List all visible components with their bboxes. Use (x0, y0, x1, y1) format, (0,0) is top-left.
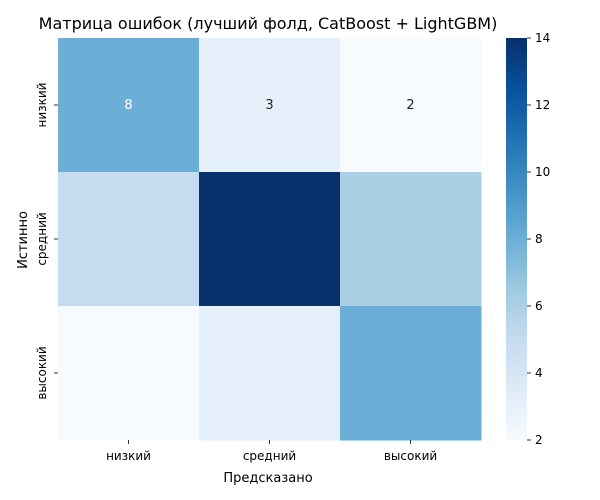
y-axis-ticks: низкий средний высокий (35, 83, 58, 400)
cell-labels: 8 3 2 (124, 98, 414, 113)
heatmap-cell-r2-c2 (340, 306, 482, 441)
heatmap-cell-r2-c1 (199, 306, 341, 441)
heatmap-cell-r1-c1 (199, 172, 341, 307)
y-axis-label: Истинно (16, 211, 31, 269)
y-tick-label: низкий (35, 83, 49, 128)
colorbar-tick-label: 12 (535, 98, 550, 112)
chart-title: Матрица ошибок (лучший фолд, CatBoost + … (39, 14, 498, 33)
colorbar-tick-label: 2 (535, 433, 543, 447)
colorbar-tick-label: 4 (535, 366, 543, 380)
y-tick-label: средний (35, 212, 49, 265)
cell-label-r0-c0: 8 (124, 98, 132, 113)
heatmap-cell-r0-c1 (199, 38, 341, 173)
heatmap-cells (58, 38, 482, 441)
colorbar-tick-label: 14 (535, 31, 550, 45)
x-tick-label: средний (243, 449, 296, 463)
colorbar (506, 38, 527, 440)
cell-label-r0-c2: 2 (406, 98, 414, 113)
cell-label-r0-c1: 3 (265, 98, 273, 113)
heatmap-cell-r0-c2 (340, 38, 482, 173)
x-tick-label: низкий (106, 449, 151, 463)
colorbar-tick-label: 10 (535, 165, 550, 179)
heatmap-cell-r1-c2 (340, 172, 482, 307)
colorbar-tick-label: 6 (535, 299, 543, 313)
heatmap-cell-r2-c0 (58, 306, 200, 441)
heatmap-cell-r1-c0 (58, 172, 200, 307)
y-tick-label: высокий (35, 346, 49, 399)
x-tick-label: высокий (384, 449, 437, 463)
heatmap-cell-r0-c0 (58, 38, 200, 173)
colorbar-ticks: 2 4 6 8 10 12 14 (527, 31, 550, 447)
x-axis-label: Предсказано (223, 471, 312, 486)
colorbar-tick-label: 8 (535, 232, 543, 246)
x-axis-ticks: низкий средний высокий (106, 440, 437, 463)
